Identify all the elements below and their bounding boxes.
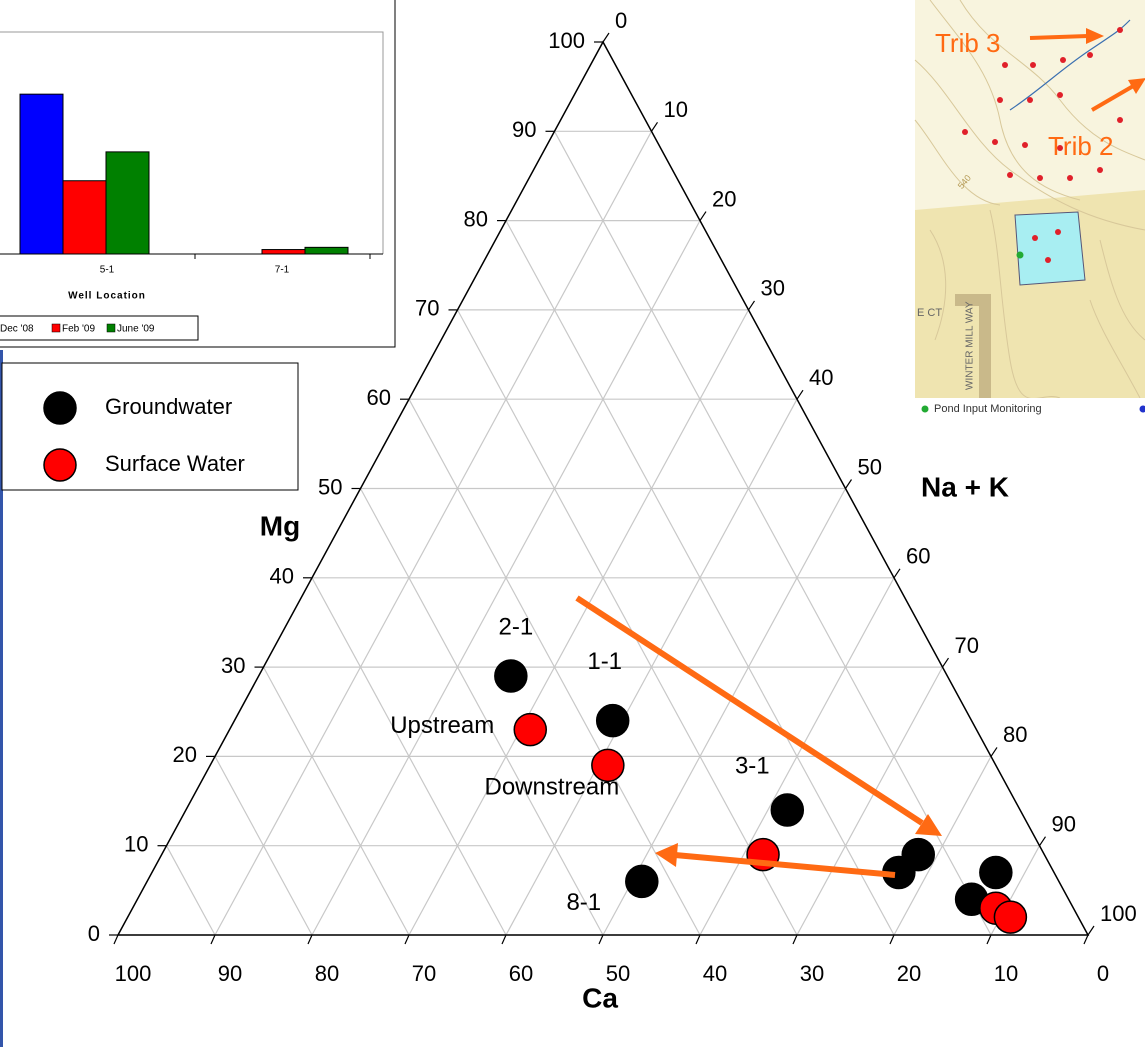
point-label: 3-1 [735,752,770,779]
tick-label: 60 [367,385,391,410]
tick-label: 10 [124,832,148,857]
data-point [980,856,1012,888]
tick-label: 90 [512,117,536,142]
data-point [514,714,546,746]
legend-label: Feb '09 [62,324,95,335]
tick-label: 80 [1003,722,1027,747]
tick-label: 80 [464,206,488,231]
tick-label: 60 [906,544,930,569]
page: Pond Input Monitoring Trib 3 Trib 2 540 … [0,0,1145,1047]
bar [262,250,305,254]
legend-marker [52,324,60,332]
tick-label: 90 [1052,812,1076,837]
point-label: 1-1 [587,648,622,675]
tick-label: 70 [415,296,439,321]
tick-label: 40 [270,564,294,589]
chart: Pond Input Monitoring Trib 3 Trib 2 540 … [0,0,1145,1047]
map-legend-dot [922,406,929,413]
data-point [994,901,1026,933]
tick-label: 10 [994,961,1018,986]
tick-label: 50 [858,454,882,479]
tick-label: 20 [173,742,197,767]
legend-marker [44,392,76,424]
map-legend-label: Pond Input Monitoring [934,403,1042,415]
axis-title: Ca [582,982,618,1013]
tick-label: 60 [509,961,533,986]
map-label: Trib 2 [1048,131,1114,161]
point-label: Upstream [390,712,494,739]
tick-label: 100 [115,961,152,986]
tick-label: 10 [664,97,688,122]
x-tick-label: 5-1 [100,265,115,276]
x-axis-title: Well Location [68,291,146,302]
tick-label: 30 [800,961,824,986]
pond-input-dot [1017,252,1024,259]
tick-label: 30 [221,653,245,678]
map-label: Trib 3 [935,28,1001,58]
tick-label: 0 [615,8,627,33]
data-point [597,705,629,737]
tick-label: 100 [548,28,585,53]
legend-marker [44,449,76,481]
data-point [626,865,658,897]
point-label: 8-1 [566,889,601,916]
legend-label: Groundwater [105,394,232,419]
tick-label: 30 [761,276,785,301]
map-inset: Pond Input Monitoring Trib 3 Trib 2 540 … [915,0,1145,418]
tick-label: 0 [1097,961,1109,986]
tick-label: 20 [712,186,736,211]
map-label: E CT [917,307,942,319]
axis-title: Mg [260,510,300,541]
tick-label: 40 [703,961,727,986]
pond [1015,212,1085,285]
tick-label: 100 [1100,901,1137,926]
tick-label: 90 [218,961,242,986]
bar [305,247,348,254]
x-tick-label: 7-1 [275,265,290,276]
bar [20,94,63,254]
tick-label: 20 [897,961,921,986]
data-point [495,660,527,692]
legend-marker [107,324,115,332]
legend-label: June '09 [117,324,155,335]
point-label: Downstream [484,774,619,801]
bar [63,181,106,254]
point-label: 2-1 [499,613,534,640]
map-label: WINTER MILL WAY [965,301,976,390]
legend-label: Dec '08 [0,324,34,335]
tick-label: 40 [809,365,833,390]
legend-label: Surface Water [105,451,245,476]
tick-label: 50 [318,474,342,499]
tick-label: 70 [412,961,436,986]
tick-label: 0 [88,921,100,946]
tick-label: 70 [955,633,979,658]
data-point [771,794,803,826]
bar [106,152,149,254]
tick-label: 80 [315,961,339,986]
axis-title: Na + K [921,471,1009,502]
